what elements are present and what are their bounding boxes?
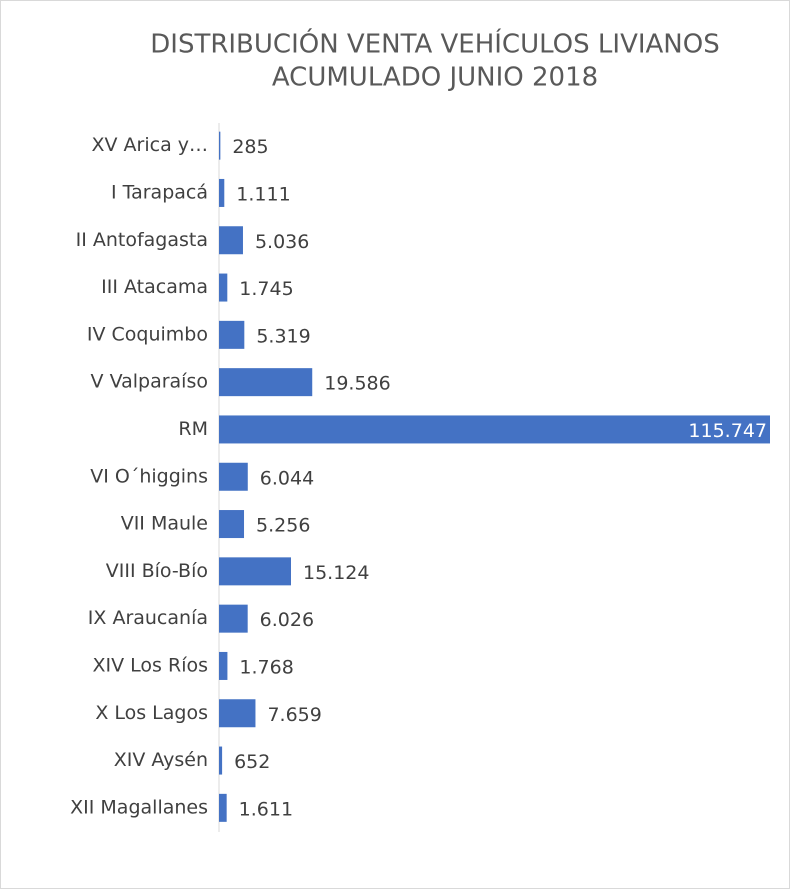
y-tick-label: XIV Los Ríos [93, 654, 208, 676]
data-label: 6.044 [260, 467, 314, 489]
bar [219, 793, 227, 822]
bar [219, 604, 248, 633]
chart-title: ACUMULADO JUNIO 2018 [272, 63, 598, 93]
y-tick-label: II Antofagasta [76, 229, 208, 251]
bar [219, 368, 313, 397]
y-tick-label: VIII Bío-Bío [106, 560, 208, 582]
data-label: 15.124 [303, 562, 369, 584]
data-label: 115.747 [688, 420, 767, 442]
y-tick-label: RM [178, 418, 208, 440]
data-label: 1.111 [236, 183, 290, 205]
data-label: 1.768 [239, 656, 293, 678]
data-label: 19.586 [324, 373, 390, 395]
y-tick-label: XV Arica y… [91, 134, 208, 156]
y-tick-label: VI O´higgins [90, 465, 208, 487]
bar [219, 131, 221, 160]
bar [219, 557, 291, 586]
data-label: 1.745 [239, 278, 293, 300]
data-label: 285 [232, 136, 268, 158]
data-label: 1.611 [239, 798, 293, 820]
bar [219, 178, 225, 207]
y-tick-label: III Atacama [101, 276, 208, 298]
bar [219, 415, 770, 444]
chart-title: DISTRIBUCIÓN VENTA VEHÍCULOS LIVIANOS [150, 28, 719, 60]
bar [219, 510, 245, 539]
bar [219, 273, 228, 302]
bar [219, 746, 223, 775]
data-label: 5.256 [256, 515, 310, 537]
bar [219, 226, 243, 255]
y-tick-label: X Los Lagos [95, 702, 208, 724]
y-tick-label: IV Coquimbo [87, 323, 208, 345]
y-tick-label: XII Magallanes [70, 796, 208, 818]
y-tick-label: XIV Aysén [114, 749, 208, 771]
data-label: 652 [234, 751, 270, 773]
data-label: 6.026 [260, 609, 314, 631]
bar [219, 320, 245, 349]
data-label: 5.036 [255, 231, 309, 253]
bar [219, 651, 228, 680]
data-label: 7.659 [267, 704, 321, 726]
bar [219, 462, 248, 491]
y-tick-label: IX Araucanía [88, 607, 208, 629]
y-tick-label: V Valparaíso [91, 371, 208, 393]
data-label: 5.319 [256, 325, 310, 347]
bar [219, 699, 256, 728]
y-tick-label: I Tarapacá [111, 181, 208, 203]
y-tick-label: VII Maule [121, 513, 208, 535]
